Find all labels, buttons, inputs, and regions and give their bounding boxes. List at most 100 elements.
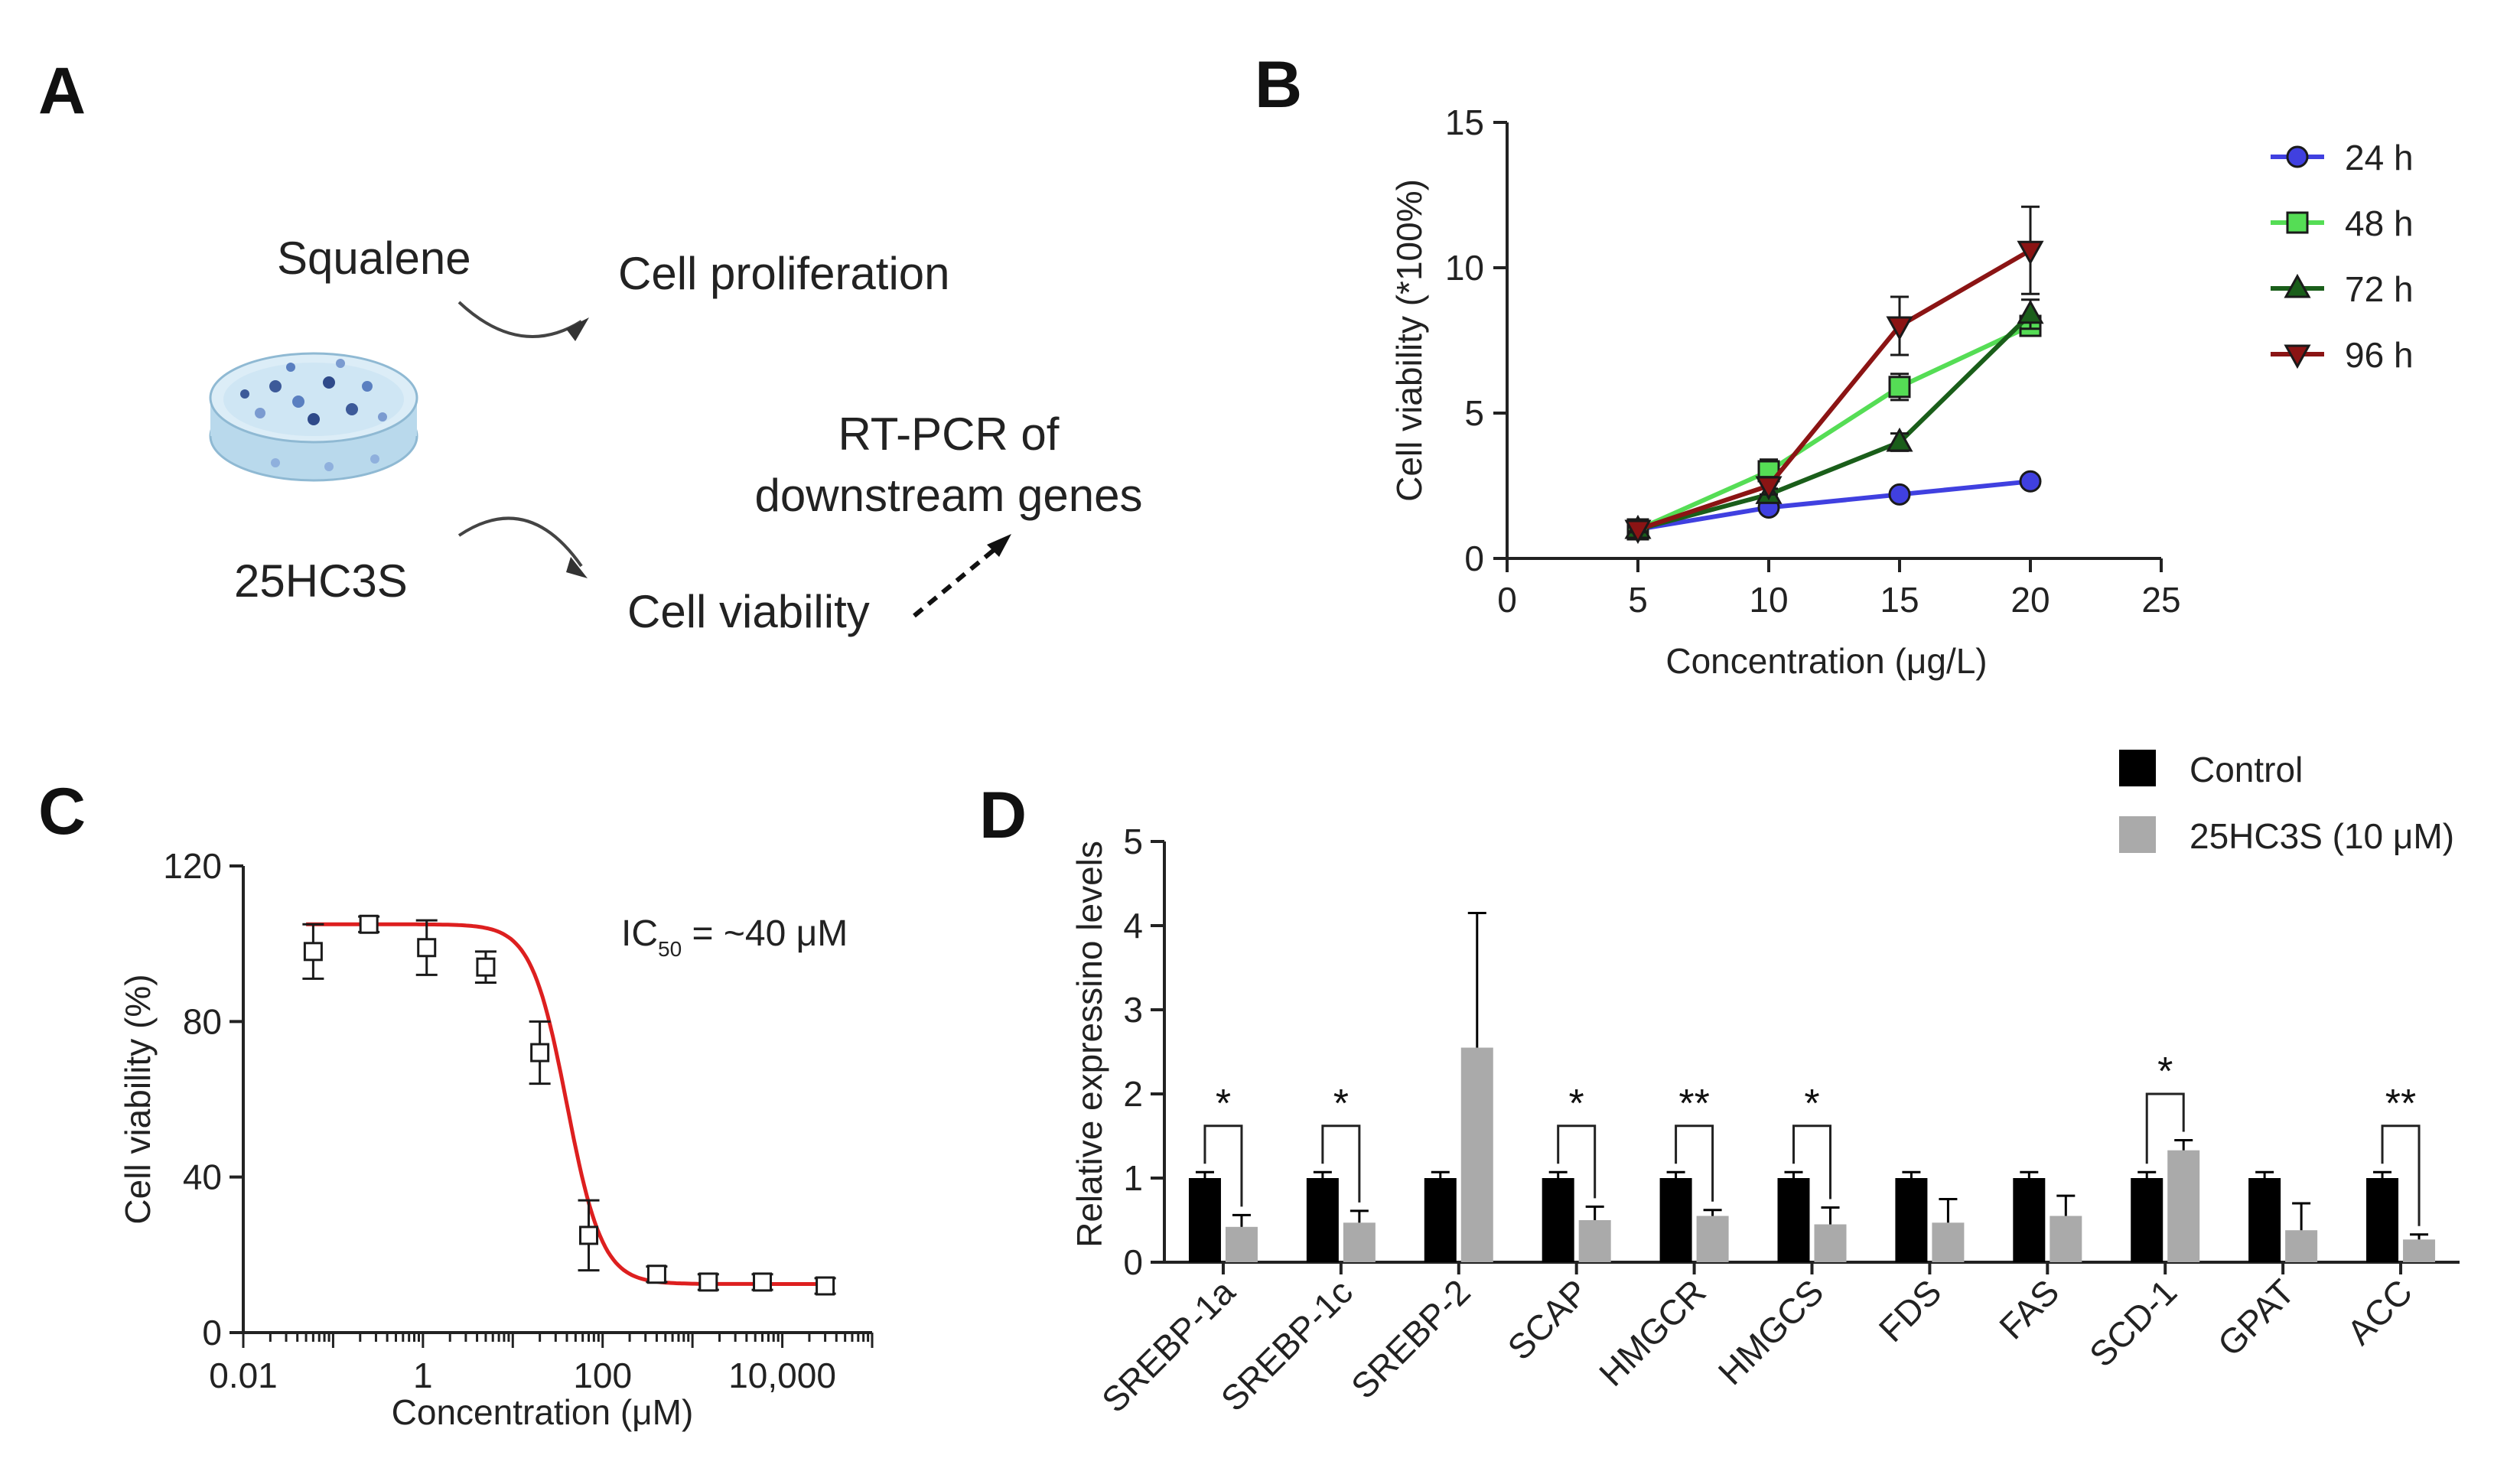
d-bar-treated-fas <box>2050 1216 2082 1262</box>
d-bar-control-fas <box>2013 1178 2046 1262</box>
panel-label-c: C <box>38 775 86 848</box>
cell-proliferation-label: Cell proliferation <box>618 248 950 299</box>
d-y-tick-label: 5 <box>1123 822 1143 861</box>
d-category-label-hmgcs: HMGCS <box>1711 1271 1831 1392</box>
b-legend-marker-96-h <box>2284 344 2311 369</box>
c-data-point <box>359 914 379 934</box>
d-category-label-hmgcr: HMGCR <box>1591 1271 1714 1394</box>
cell-viability-label: Cell viability <box>627 586 870 637</box>
squalene-arrow <box>457 301 583 338</box>
c-fit-curve <box>306 922 832 1286</box>
d-legend-label-control: Control <box>2190 750 2303 789</box>
c-x-tick-label: 10,000 <box>728 1356 836 1395</box>
b-x-tick-label: 20 <box>2010 580 2050 620</box>
c-data-point <box>646 1265 666 1284</box>
b-legend-marker-24-h <box>2286 145 2309 168</box>
d-bar-treated-hmgcs <box>1814 1224 1847 1262</box>
d-sig-marker-hmgcs: * <box>1804 1082 1819 1126</box>
d-bar-control-scd-1 <box>2131 1178 2163 1262</box>
rtpcr-label-line1: RT-PCR of <box>838 408 1060 460</box>
panel-label-a: A <box>38 54 86 128</box>
b-point-96-h <box>1755 476 1783 501</box>
d-bar-control-srebp-1a <box>1188 1178 1221 1262</box>
panel-label-d: D <box>979 779 1027 852</box>
c-x-tick-label: 100 <box>573 1356 632 1395</box>
d-legend-swatch-control <box>2119 750 2156 786</box>
d-y-tick-label: 0 <box>1123 1242 1143 1282</box>
b-legend-label-48-h: 48 h <box>2345 203 2414 243</box>
c-data-point <box>753 1272 773 1292</box>
panel-label-b: B <box>1255 48 1302 122</box>
d-sig-bracket-hmgcs <box>1792 1125 1831 1199</box>
d-y-axis-label: Relative expressino levels <box>1070 841 1109 1248</box>
panel-a-schematic: Squalene Cell proliferation 25HC3S Cell … <box>209 233 1143 637</box>
rtpcr-label-line2: downstream genes <box>755 470 1143 521</box>
d-bar-control-hmgcr <box>1659 1178 1692 1262</box>
b-point-24-h <box>1888 483 1911 506</box>
d-bar-treated-gpat <box>2285 1230 2318 1262</box>
b-y-axis-label: Cell viability (*100%) <box>1389 179 1429 502</box>
d-bar-treated-fds <box>1932 1222 1965 1262</box>
d-bar-control-scap <box>1542 1178 1574 1262</box>
b-x-tick-label: 10 <box>1749 580 1788 620</box>
d-category-label-gpat: GPAT <box>2210 1271 2303 1364</box>
c-data-point <box>530 1043 550 1063</box>
panel-c-dose-response: 0.01 1 100 10,000 0 40 80 120 Concentration (μM)… <box>118 846 874 1432</box>
d-category-label-acc: ACC <box>2339 1271 2420 1352</box>
c-x-tick-label: 0.01 <box>209 1356 278 1395</box>
b-series-line-96-h <box>1637 248 2032 532</box>
c-y-tick-label: 80 <box>183 1001 222 1041</box>
squalene-arrowhead <box>566 317 589 341</box>
d-sig-bracket-scd-1 <box>2145 1092 2185 1164</box>
b-legend-label-96-h: 96 h <box>2345 335 2414 375</box>
c-data-point <box>303 942 323 962</box>
d-category-label-srebp-2: SREBP-2 <box>1343 1271 1478 1406</box>
c-y-axis-label: Cell viability (%) <box>118 974 158 1224</box>
b-series-line-48-h <box>1636 324 2032 532</box>
d-bar-control-fds <box>1895 1178 1928 1262</box>
d-bar-treated-scap <box>1578 1220 1611 1262</box>
d-category-label-scd-1: SCD-1 <box>2082 1271 2184 1374</box>
squalene-label: Squalene <box>277 233 471 284</box>
b-legend-label-24-h: 24 h <box>2345 138 2414 177</box>
d-y-tick-label: 2 <box>1123 1074 1143 1114</box>
d-bar-treated-hmgcr <box>1696 1216 1729 1262</box>
d-bar-treated-acc <box>2403 1239 2436 1262</box>
d-bar-treated-srebp-1c <box>1343 1222 1376 1262</box>
b-point-96-h <box>1886 316 1913 341</box>
b-y-tick-label: 10 <box>1445 248 1484 288</box>
d-sig-bracket-acc <box>2381 1125 2421 1226</box>
c-data-point <box>476 957 496 977</box>
d-sig-marker-scd-1: * <box>2157 1050 2173 1094</box>
d-bar-control-acc <box>2366 1178 2399 1262</box>
d-y-tick-label: 3 <box>1123 990 1143 1030</box>
b-legend-label-72-h: 72 h <box>2345 269 2414 309</box>
b-series-line-72-h <box>1637 312 2033 532</box>
d-sig-bracket-hmgcr <box>1675 1125 1714 1202</box>
d-bar-control-hmgcs <box>1777 1178 1810 1262</box>
d-bar-control-gpat <box>2248 1178 2281 1262</box>
c-data-point <box>698 1272 718 1292</box>
d-sig-marker-srebp-1c: * <box>1333 1082 1349 1126</box>
d-category-label-fas: FAS <box>1991 1271 2066 1346</box>
d-sig-bracket-srebp-1a <box>1203 1125 1243 1207</box>
b-x-tick-label: 25 <box>2141 580 2180 620</box>
dashed-arrow <box>913 541 1004 618</box>
d-sig-marker-acc: ** <box>2385 1082 2416 1126</box>
b-x-tick-label: 5 <box>1628 580 1648 620</box>
b-x-tick-label: 15 <box>1880 580 1919 620</box>
b-point-96-h <box>1624 519 1652 545</box>
b-series-line-24-h <box>1637 479 2031 532</box>
b-x-tick-label: 0 <box>1497 580 1517 620</box>
d-legend-label-treated: 25HC3S (10 μM) <box>2190 816 2454 856</box>
d-sig-marker-hmgcr: ** <box>1678 1082 1709 1126</box>
25hc3s-arrow <box>457 516 583 568</box>
d-category-label-fds: FDS <box>1871 1271 1949 1349</box>
d-sig-bracket-scap <box>1557 1125 1597 1199</box>
d-sig-bracket-srebp-1c <box>1321 1125 1361 1203</box>
d-bar-treated-srebp-1a <box>1225 1226 1258 1262</box>
d-y-tick-label: 1 <box>1123 1158 1143 1198</box>
b-y-tick-label: 5 <box>1464 393 1484 433</box>
